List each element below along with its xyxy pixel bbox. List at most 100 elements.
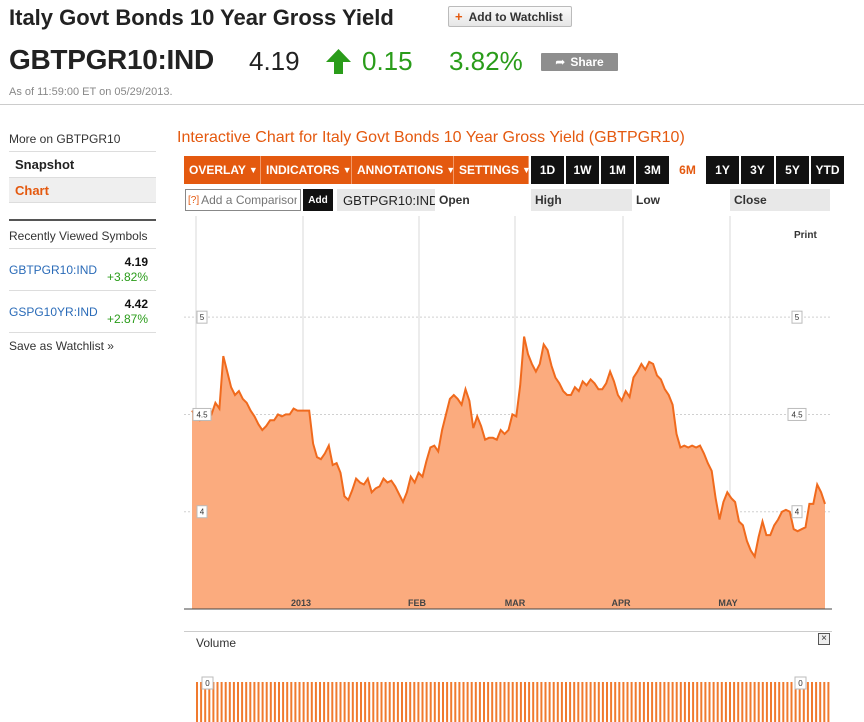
as-of-timestamp: As of 11:59:00 ET on 05/29/2013. [9,86,173,98]
volume-bar [278,682,280,722]
volume-bar [532,682,535,722]
y-tick-box [791,310,803,324]
save-as-watchlist-link[interactable]: Save as Watchlist » [9,339,114,353]
close-icon[interactable]: × [818,633,830,645]
recent-symbol-link[interactable]: GBTPGR10:IND [9,263,98,277]
x-tick-label: FEB [408,598,427,608]
compare-input[interactable] [201,193,298,207]
x-tick-label: MAR [505,598,526,608]
volume-bar [364,682,367,722]
volume-bar [655,682,658,722]
overlay-menu[interactable]: OVERLAY ▼ [184,156,261,184]
chart-title: Interactive Chart for Italy Govt Bonds 1… [177,129,685,146]
volume-bar [638,682,641,722]
volume-bar [294,682,297,722]
volume-bar [261,682,264,722]
up-arrow-icon [326,49,351,74]
range-1w[interactable]: 1W [566,156,599,184]
range-3m[interactable]: 3M [636,156,669,184]
volume-bar [593,682,596,722]
volume-bar [429,682,432,722]
sidebar-item-snapshot[interactable]: Snapshot [9,151,156,177]
range-ytd[interactable]: YTD [811,156,844,184]
y-tick-box [787,407,807,421]
volume-bar [253,682,256,722]
list-item: GSPG10YR:IND 4.42 +2.87% [9,291,156,333]
low-value-label: Low [636,193,660,207]
add-comparison-button[interactable]: Add [303,189,333,211]
volume-bar [614,682,617,722]
volume-bar [491,682,494,722]
range-3y[interactable]: 3Y [741,156,774,184]
volume-bar [425,682,428,722]
volume-bar [437,682,440,722]
volume-bar [560,682,563,722]
volume-bar [606,682,608,722]
volume-bar [552,682,555,722]
volume-bar [519,682,522,722]
y-tick-label-left: 5 [200,313,205,322]
volume-bar [782,682,785,722]
volume-bar [626,682,629,722]
settings-menu[interactable]: SETTINGS ▼ [454,156,531,184]
share-button[interactable]: ➦ Share [541,53,618,71]
annotations-menu[interactable]: ANNOTATIONS ▼ [352,156,455,184]
volume-bar [790,682,793,722]
volume-bar [675,682,678,722]
recent-symbol-price: 4.19 [124,255,148,269]
volume-bar [401,682,403,722]
caret-down-icon: ▼ [522,165,531,175]
range-6m[interactable]: 6M [671,156,704,184]
volume-bar [671,682,674,722]
volume-bar [232,682,235,722]
volume-bar [392,682,395,722]
recent-symbol-link[interactable]: GSPG10YR:IND [9,305,98,319]
volume-bar [601,682,604,722]
volume-bar [753,682,756,722]
more-on-label: More on GBTPGR10 [9,132,121,146]
x-tick-label: MAY [718,598,737,608]
volume-bar [581,682,584,722]
range-1d[interactable]: 1D [531,156,564,184]
y-tick-label-right: 4.5 [791,410,803,419]
range-1y[interactable]: 1Y [706,156,739,184]
volume-bar [692,682,695,722]
volume-bar [663,682,666,722]
indicators-menu[interactable]: INDICATORS ▼ [261,156,352,184]
close-value-label: Close [730,189,830,211]
volume-bar [450,682,453,722]
volume-bar [204,682,207,722]
add-to-watchlist-button[interactable]: + Add to Watchlist [448,6,572,27]
sidebar-item-chart[interactable]: Chart [9,177,156,203]
volume-bar [388,682,391,722]
recent-symbol-change: +2.87% [106,312,148,326]
volume-bar [339,682,342,722]
volume-chart: 0 0 [196,676,830,722]
range-5y[interactable]: 5Y [776,156,809,184]
volume-bar [212,682,215,722]
range-1m[interactable]: 1M [601,156,634,184]
price-chart[interactable]: 4 4 4.5 4.5 5 5 2013 FEB MAR APR MAY [184,216,832,611]
volume-bar [761,682,764,722]
y-tick-box [192,407,212,421]
y-tick-label-left: 4 [200,508,205,517]
volume-bar [708,682,711,722]
volume-bar [314,682,317,722]
help-icon[interactable]: [?] [188,194,200,206]
volume-bar [487,682,490,722]
volume-bar [360,682,362,722]
volume-bar [454,682,457,722]
volume-bar [220,682,223,722]
volume-bar [696,682,699,722]
volume-bar [811,682,813,722]
annotations-menu-label: ANNOTATIONS [357,163,444,177]
y-tick-box [196,505,208,519]
print-button[interactable]: Print [794,230,817,241]
volume-bar [774,682,777,722]
volume-bar [228,682,231,722]
y-tick-label-left: 4.5 [196,410,208,419]
plus-icon: + [455,9,463,24]
volume-bar [622,682,625,722]
volume-bar [269,682,272,722]
high-value-label: High [531,189,632,211]
